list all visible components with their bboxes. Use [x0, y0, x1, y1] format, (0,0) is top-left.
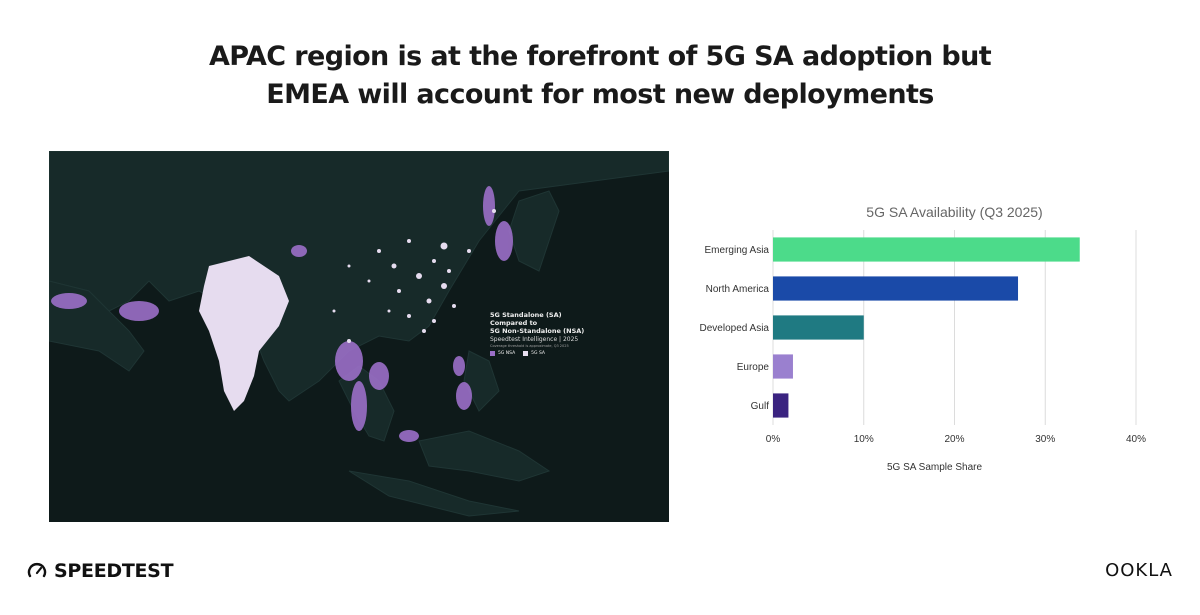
- speedometer-icon: [27, 563, 47, 578]
- x-tick-label: 40%: [1126, 434, 1146, 445]
- legend-source: Speedtest Intelligence | 2025: [490, 336, 579, 343]
- chart-title: 5G SA Availability (Q3 2025): [866, 204, 1042, 220]
- bar: [773, 393, 789, 418]
- legend-note: Coverage threshold is approximate, Q3 20…: [490, 344, 569, 348]
- legend-item-nsa: 5G NSA: [490, 351, 515, 356]
- legend-item-sa: 5G SA: [523, 351, 545, 356]
- headline: APAC region is at the forefront of 5G SA…: [0, 38, 1200, 114]
- y-category-label: Gulf: [751, 401, 770, 412]
- legend-title-line-3: 5G Non-Standalone (NSA): [490, 327, 585, 335]
- x-tick-label: 0%: [766, 434, 781, 445]
- x-tick-label: 10%: [854, 434, 874, 445]
- bar: [773, 315, 864, 340]
- legend-items: 5G NSA 5G SA: [490, 351, 600, 356]
- bar-chart-svg: 5G SA Availability (Q3 2025) 0% 10% 20% 30% 4…: [700, 204, 1147, 473]
- legend-label-nsa: 5G NSA: [498, 351, 516, 356]
- headline-line-1: APAC region is at the forefront of 5G SA…: [208, 41, 992, 72]
- bar: [773, 276, 1019, 301]
- sa-availability-chart: 5G SA Availability (Q3 2025) 0% 10% 20% 30% 4…: [680, 190, 1180, 490]
- x-tick-label: 30%: [1035, 434, 1055, 445]
- x-tick-label: 20%: [944, 434, 964, 445]
- ookla-logo: OOKLA: [1105, 560, 1173, 581]
- speedtest-wordmark: SPEEDTEST: [54, 560, 174, 582]
- headline-line-2: EMEA will account for most new deploymen…: [266, 79, 934, 110]
- y-category-label: Developed Asia: [700, 323, 770, 334]
- map-graphic: [49, 151, 669, 517]
- legend-title-line-2: Compared to: [490, 319, 538, 327]
- y-category-label: Europe: [737, 362, 770, 373]
- y-category-label: Emerging Asia: [705, 245, 770, 256]
- legend-swatch-nsa: [490, 351, 495, 356]
- bar: [773, 237, 1080, 262]
- map-legend: 5G Standalone (SA) Compared to 5G Non-St…: [490, 311, 600, 356]
- y-category-label: North America: [706, 284, 770, 295]
- x-axis-label: 5G SA Sample Share: [887, 462, 982, 473]
- speedtest-logo: SPEEDTEST: [27, 560, 174, 582]
- legend-swatch-sa: [523, 351, 529, 356]
- legend-label-sa: 5G SA: [531, 351, 545, 356]
- coverage-map: 5G Standalone (SA) Compared to 5G Non-St…: [49, 151, 669, 522]
- bar: [773, 354, 793, 379]
- legend-title-line-1: 5G Standalone (SA): [490, 311, 562, 319]
